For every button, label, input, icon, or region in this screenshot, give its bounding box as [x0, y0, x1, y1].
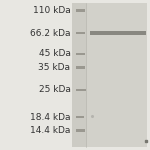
Bar [76, 66, 85, 69]
Text: 14.4 kDa: 14.4 kDa [30, 126, 70, 135]
Bar [86, 3, 147, 147]
Bar [76, 32, 85, 34]
Text: 25 kDa: 25 kDa [39, 85, 70, 94]
Text: 35 kDa: 35 kDa [39, 63, 70, 72]
Text: 66.2 kDa: 66.2 kDa [30, 28, 70, 38]
Bar [76, 89, 86, 91]
Bar [76, 53, 85, 55]
Text: 45 kDa: 45 kDa [39, 50, 70, 58]
Bar [76, 116, 84, 118]
Bar [72, 3, 147, 147]
Text: 18.4 kDa: 18.4 kDa [30, 112, 70, 122]
Text: 110 kDa: 110 kDa [33, 6, 70, 15]
Bar [76, 129, 85, 132]
Bar [76, 9, 85, 12]
Bar [90, 31, 146, 35]
